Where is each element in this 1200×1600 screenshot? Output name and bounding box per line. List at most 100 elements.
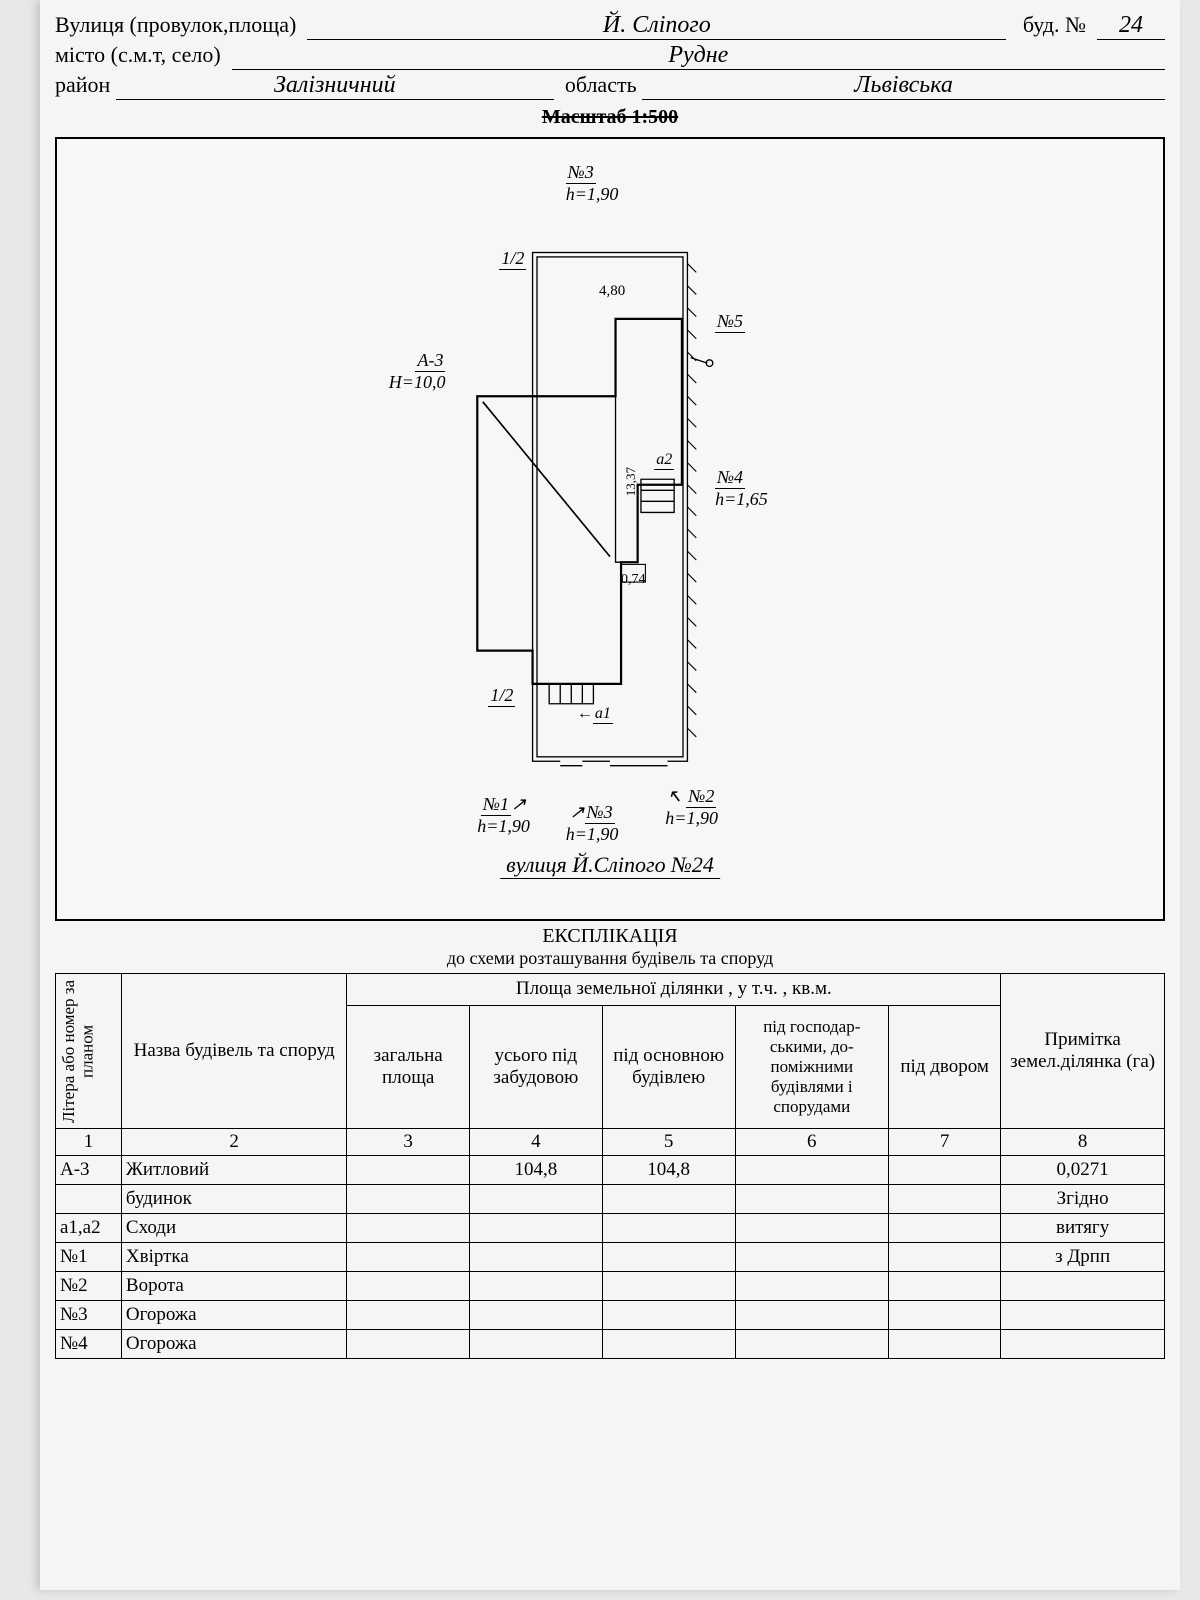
table-cell — [1001, 1301, 1165, 1330]
explication-subtitle: до схеми розташування будівель та споруд — [55, 948, 1165, 969]
table-row: №2Ворота — [56, 1272, 1165, 1301]
table-cell — [889, 1185, 1001, 1214]
table-cell — [347, 1272, 470, 1301]
street-label: Вулиця (провулок,площа) — [55, 12, 296, 38]
col-built: усього під забудовою — [469, 1005, 602, 1128]
table-row: №1Хвіртказ Дрпп — [56, 1243, 1165, 1272]
label-1337: 13,37 — [623, 467, 639, 496]
table-cell — [602, 1301, 735, 1330]
label-480: 4,80 — [599, 283, 625, 300]
table-cell: будинок — [121, 1185, 347, 1214]
colnum-5: 5 — [602, 1129, 735, 1156]
table-cell — [735, 1272, 888, 1301]
table-cell — [469, 1272, 602, 1301]
table-cell — [602, 1330, 735, 1359]
table-cell — [1001, 1272, 1165, 1301]
table-cell — [735, 1185, 888, 1214]
street-value: Й. Сліпого — [307, 12, 1006, 40]
table-cell: Ворота — [121, 1272, 347, 1301]
label-a2: а2 — [654, 451, 674, 470]
table-cell: Житловий — [121, 1156, 347, 1185]
table-cell — [735, 1156, 888, 1185]
table-cell: 104,8 — [469, 1156, 602, 1185]
oblast-label: область — [565, 72, 637, 98]
colnum-6: 6 — [735, 1129, 888, 1156]
table-row: а1,а2Сходи витягу — [56, 1214, 1165, 1243]
table-cell — [889, 1272, 1001, 1301]
table-cell — [469, 1214, 602, 1243]
colnum-7: 7 — [889, 1129, 1001, 1156]
table-cell — [889, 1301, 1001, 1330]
label-no1: №1↗h=1,90 — [477, 794, 530, 837]
col-aux: під господар- ськими, до- поміжними буді… — [735, 1005, 888, 1128]
table-cell — [889, 1156, 1001, 1185]
table-cell — [602, 1185, 735, 1214]
city-value: Рудне — [232, 42, 1165, 70]
table-row: будинок Згідно — [56, 1185, 1165, 1214]
table-cell — [889, 1243, 1001, 1272]
table-cell: 104,8 — [602, 1156, 735, 1185]
table-cell: Огорожа — [121, 1301, 347, 1330]
city-label: місто (с.м.т, село) — [55, 42, 221, 68]
colnum-3: 3 — [347, 1129, 470, 1156]
table-cell — [602, 1214, 735, 1243]
label-half-bot: 1/2 — [488, 685, 515, 707]
table-cell: А-3 — [56, 1156, 122, 1185]
table-cell — [469, 1243, 602, 1272]
site-plan: №3h=1,90 1/2 4,80 №5 а2 А-3H=10,0 13,37 … — [55, 137, 1165, 921]
table-cell — [735, 1243, 888, 1272]
table-cell — [56, 1185, 122, 1214]
label-no5: №5 — [715, 311, 745, 333]
table-cell: а1,а2 — [56, 1214, 122, 1243]
colnum-8: 8 — [1001, 1129, 1165, 1156]
col-main: під основною будівлею — [602, 1005, 735, 1128]
table-cell — [469, 1185, 602, 1214]
label-074: 0,74 — [621, 572, 646, 588]
scale-text: Масштаб 1:500 — [55, 106, 1165, 129]
table-cell: Сходи — [121, 1214, 347, 1243]
table-cell: №3 — [56, 1301, 122, 1330]
oblast-value: Львівська — [642, 72, 1165, 100]
label-no3-bot: ↗№3h=1,90 — [566, 802, 619, 845]
table-cell — [347, 1330, 470, 1359]
table-cell: №2 — [56, 1272, 122, 1301]
label-half-top: 1/2 — [499, 248, 526, 270]
col-name: Назва будівель та споруд — [121, 974, 347, 1129]
table-cell — [347, 1301, 470, 1330]
table-cell — [347, 1185, 470, 1214]
table-row: №3Огорожа — [56, 1301, 1165, 1330]
document-page: Вулиця (провулок,площа) Й. Сліпого буд. … — [40, 0, 1180, 1590]
label-a1: ←а1 — [577, 705, 613, 724]
table-cell — [602, 1243, 735, 1272]
table-cell: Огорожа — [121, 1330, 347, 1359]
col-yard: під двором — [889, 1005, 1001, 1128]
colnum-2: 2 — [121, 1129, 347, 1156]
table-row: №4Огорожа — [56, 1330, 1165, 1359]
table-cell: витягу — [1001, 1214, 1165, 1243]
district-label: район — [55, 72, 110, 98]
table-cell: №4 — [56, 1330, 122, 1359]
table-cell: з Дрпп — [1001, 1243, 1165, 1272]
building-value: 24 — [1097, 12, 1165, 40]
table-cell — [347, 1243, 470, 1272]
label-no4: №4h=1,65 — [715, 467, 768, 510]
label-no3-top: №3h=1,90 — [566, 162, 619, 205]
table-cell — [347, 1214, 470, 1243]
table-cell — [469, 1301, 602, 1330]
street-caption: вулиця Й.Сліпого №24 — [500, 852, 720, 879]
table-cell — [735, 1330, 888, 1359]
table-cell: Згідно — [1001, 1185, 1165, 1214]
explication-table: Літера або номер за планом Назва будівел… — [55, 973, 1165, 1359]
table-cell — [1001, 1330, 1165, 1359]
table-cell — [469, 1330, 602, 1359]
colnum-1: 1 — [56, 1129, 122, 1156]
table-cell — [889, 1214, 1001, 1243]
table-cell: 0,0271 — [1001, 1156, 1165, 1185]
table-row: А-3Житловий 104,8104,8 0,0271 — [56, 1156, 1165, 1185]
table-cell — [602, 1272, 735, 1301]
label-no2: ↖ №2h=1,90 — [665, 786, 718, 829]
table-cell: Хвіртка — [121, 1243, 347, 1272]
colnum-4: 4 — [469, 1129, 602, 1156]
table-cell — [735, 1214, 888, 1243]
district-value: Залізничний — [116, 72, 554, 100]
